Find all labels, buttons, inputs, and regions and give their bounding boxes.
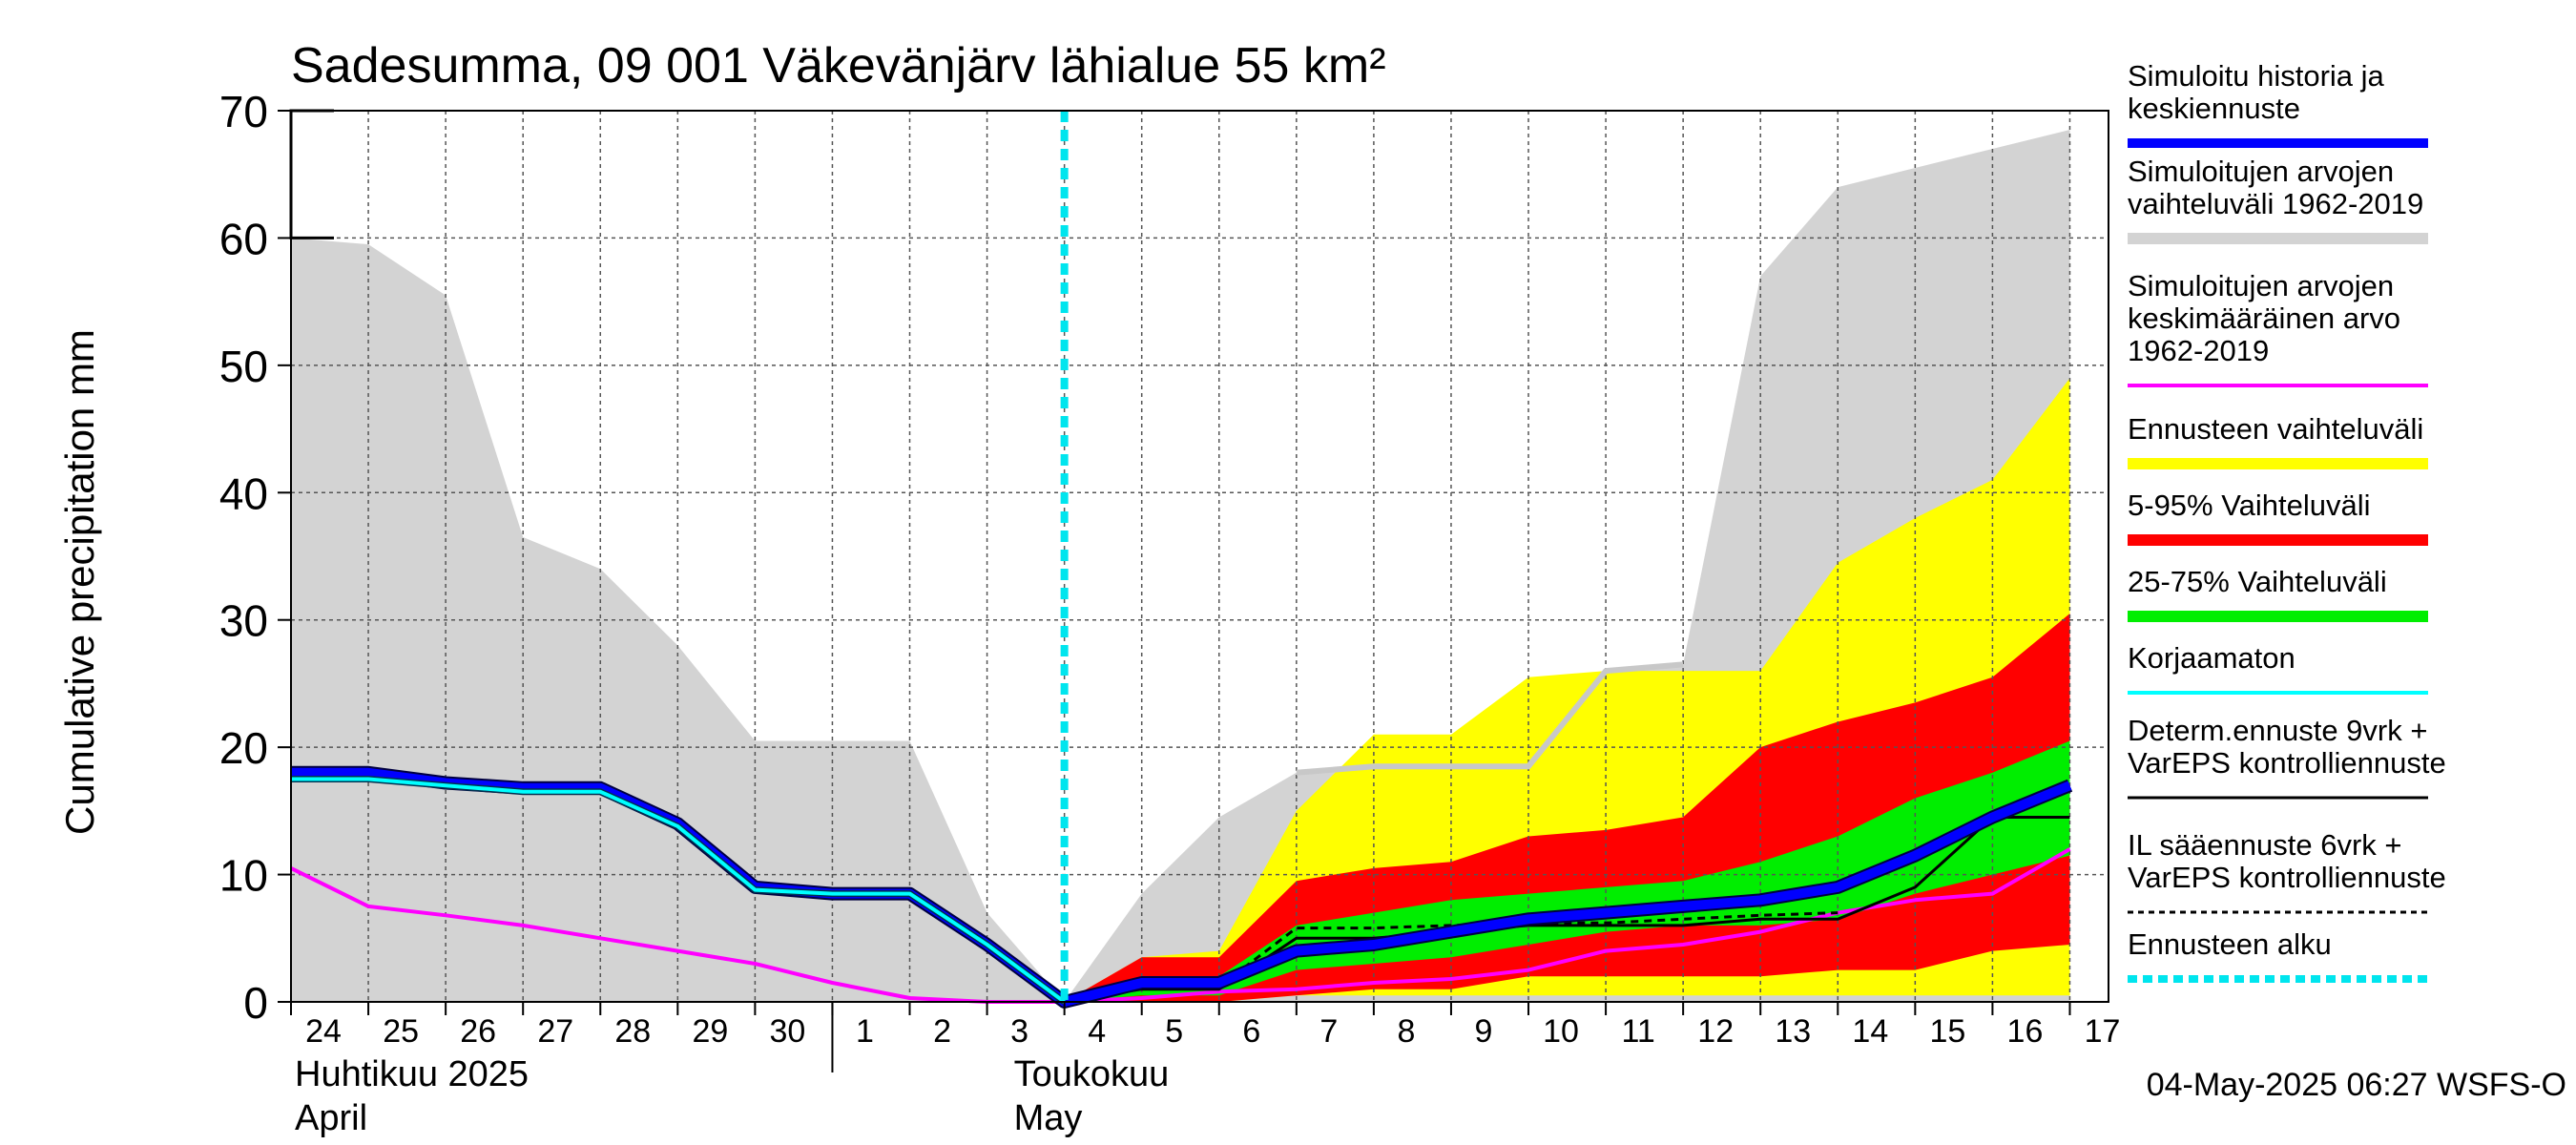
range-fills <box>291 130 2070 1002</box>
legend-label: Simuloitujen arvojen <box>2128 269 2394 302</box>
y-tick-label: 40 <box>219 468 268 518</box>
x-tick-label: 24 <box>305 1013 342 1050</box>
x-tick-label: 14 <box>1852 1013 1888 1050</box>
chart-title: Sadesumma, 09 001 Väkevänjärv lähialue 5… <box>291 38 1386 94</box>
legend-label: VarEPS kontrolliennuste <box>2128 861 2446 894</box>
legend-label: Simuloitujen arvojen <box>2128 155 2394 188</box>
plot-frame <box>290 110 2109 1003</box>
legend-label: Ennusteen vaihteluväli <box>2128 412 2423 446</box>
scale-bracket <box>289 109 334 239</box>
legend-label: Simuloitu historia ja <box>2128 59 2385 93</box>
x-tick-label: 7 <box>1319 1013 1338 1050</box>
x-tick-label: 9 <box>1475 1013 1493 1050</box>
month-label: Toukokuu <box>1014 1054 1170 1094</box>
x-tick-label: 13 <box>1775 1013 1811 1050</box>
x-tick-label: 12 <box>1697 1013 1734 1050</box>
x-tick-label: 6 <box>1242 1013 1260 1050</box>
x-tick-label: 3 <box>1010 1013 1028 1050</box>
uncorrected-line <box>291 777 1066 1004</box>
y-tick-label: 50 <box>219 342 268 391</box>
x-tick-label: 27 <box>537 1013 573 1050</box>
legend-label: VarEPS kontrolliennuste <box>2128 746 2446 780</box>
x-tick-label: 2 <box>933 1013 951 1050</box>
y-tick-label: 60 <box>219 214 268 263</box>
y-tick-label: 30 <box>219 596 268 646</box>
simulated-line <box>291 767 2072 1007</box>
history-upper-line <box>1296 661 1684 776</box>
y-tick-label: 10 <box>219 851 268 901</box>
legend-label: IL sääennuste 6vrk + <box>2128 828 2402 862</box>
legend-label: 5-95% Vaihteluväli <box>2128 489 2370 522</box>
month-label-english: May <box>1014 1098 1083 1138</box>
timestamp: 04-May-2025 06:27 WSFS-O <box>2147 1067 2566 1103</box>
legend-label: keskiennuste <box>2128 92 2300 125</box>
x-tick-label: 16 <box>2007 1013 2044 1050</box>
p25-75-range-area <box>1064 740 2070 1002</box>
legend-label: Determ.ennuste 9vrk + <box>2128 714 2427 747</box>
month-label: Huhtikuu 2025 <box>295 1054 529 1094</box>
x-tick-label: 11 <box>1621 1013 1654 1050</box>
month-label-english: April <box>295 1098 367 1138</box>
x-tick-label: 26 <box>460 1013 496 1050</box>
x-tick-label: 4 <box>1088 1013 1106 1050</box>
y-tick-label: 20 <box>219 723 268 773</box>
legend-label: 25-75% Vaihteluväli <box>2128 565 2387 598</box>
x-tick-label: 1 <box>856 1013 874 1050</box>
y-axis-label: Cumulative precipitation mm <box>57 329 102 835</box>
x-tick-label: 28 <box>614 1013 651 1050</box>
x-tick-label: 8 <box>1397 1013 1415 1050</box>
x-tick-label: 29 <box>692 1013 728 1050</box>
legend-label: 1962-2019 <box>2128 334 2269 367</box>
legend-label: vaihteluväli 1962-2019 <box>2128 187 2423 220</box>
legend-label: Korjaamaton <box>2128 641 2296 675</box>
x-tick-label: 10 <box>1543 1013 1579 1050</box>
mean-line <box>290 847 2071 1004</box>
series-lines <box>290 111 2073 1009</box>
y-tick-label: 0 <box>243 978 268 1028</box>
x-tick-label: 30 <box>770 1013 806 1050</box>
y-tick-label: 70 <box>219 87 268 136</box>
legend-label: Ennusteen alku <box>2128 927 2332 961</box>
legend-label: keskimääräinen arvo <box>2128 302 2400 335</box>
x-tick-label: 17 <box>2085 1013 2121 1050</box>
x-tick-label: 5 <box>1165 1013 1183 1050</box>
x-tick-label: 15 <box>1929 1013 1965 1050</box>
x-tick-label: 25 <box>383 1013 419 1050</box>
